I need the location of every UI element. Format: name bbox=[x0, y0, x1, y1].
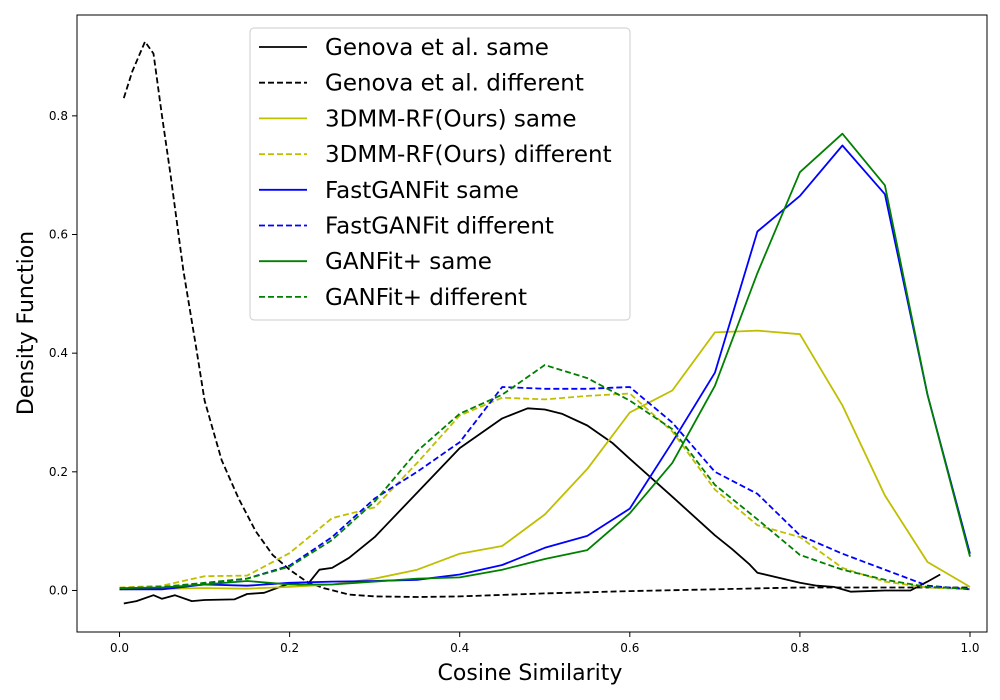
x-axis: 0.0 0.2 0.4 0.6 0.8 1.0 bbox=[110, 632, 980, 655]
x-tick-label: 0.8 bbox=[790, 641, 809, 655]
legend-label: FastGANFit same bbox=[325, 178, 519, 204]
legend-label: Genova et al. different bbox=[325, 71, 584, 97]
legend-label: GANFit+ different bbox=[325, 285, 527, 311]
x-tick-label: 0.4 bbox=[450, 641, 469, 655]
series-line-fastganfit-same bbox=[119, 144, 971, 591]
legend-box bbox=[249, 27, 631, 321]
legend-label: 3DMM-RF(Ours) same bbox=[325, 106, 577, 132]
legend-label: 3DMM-RF(Ours) different bbox=[325, 142, 612, 168]
series-line-genova-et-al-different bbox=[122, 40, 970, 598]
series-line-3dmm-rf-ours-different bbox=[119, 392, 971, 591]
legend-label: GANFit+ same bbox=[325, 249, 492, 275]
x-tick-label: 0.2 bbox=[280, 641, 299, 655]
legend-label: FastGANFit different bbox=[325, 214, 554, 240]
series-line-ganfit-different bbox=[119, 364, 971, 590]
x-tick-label: 0.0 bbox=[110, 641, 129, 655]
legend-items: Genova et al. same Genova et al. differen… bbox=[259, 35, 612, 311]
legend-label: Genova et al. same bbox=[325, 35, 549, 61]
series-line-3dmm-rf-ours-same bbox=[119, 329, 971, 591]
series-line-fastganfit-different bbox=[119, 386, 971, 591]
series-layer bbox=[119, 40, 971, 605]
series-line-genova-et-al-same bbox=[123, 407, 941, 605]
y-tick-label: 0.4 bbox=[49, 346, 68, 360]
series-line-ganfit-same bbox=[119, 132, 971, 589]
x-tick-label: 0.6 bbox=[620, 641, 639, 655]
y-axis-label: Density Function bbox=[14, 231, 39, 415]
y-axis: 0.0 0.2 0.4 0.6 0.8 bbox=[49, 109, 77, 597]
y-tick-label: 0.8 bbox=[49, 109, 68, 123]
y-tick-label: 0.2 bbox=[49, 465, 68, 479]
legend: Genova et al. same Genova et al. differen… bbox=[249, 27, 631, 321]
y-tick-label: 0.6 bbox=[49, 228, 68, 242]
x-tick-label: 1.0 bbox=[960, 641, 979, 655]
x-axis-label: Cosine Similarity bbox=[438, 661, 623, 686]
y-tick-label: 0.0 bbox=[49, 583, 68, 597]
